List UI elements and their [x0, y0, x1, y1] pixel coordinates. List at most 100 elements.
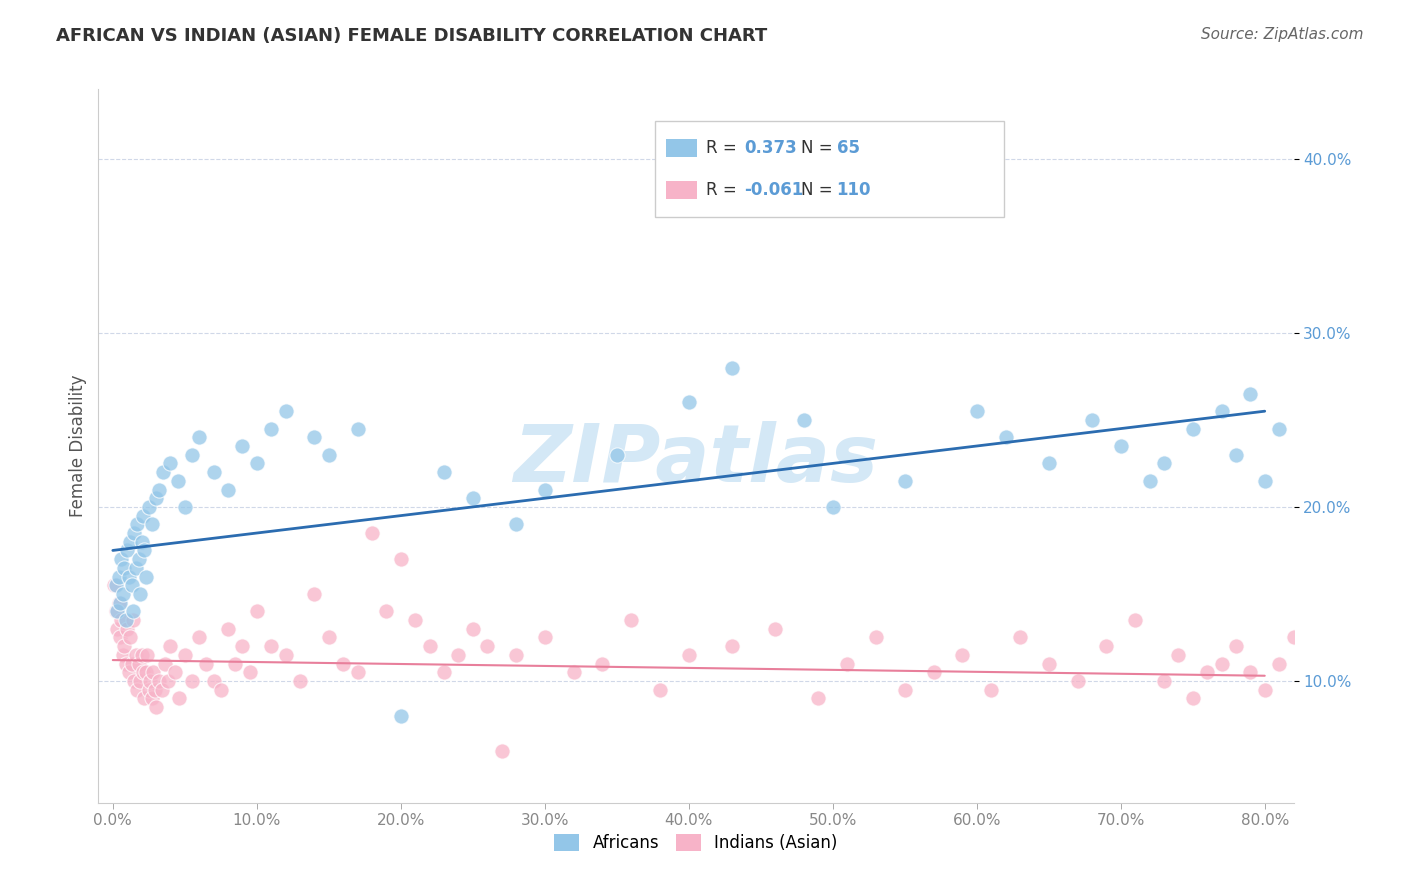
Point	[173, 648, 195, 662]
Point	[260, 639, 283, 653]
Point	[136, 648, 159, 662]
Point	[131, 648, 153, 662]
Point	[124, 526, 146, 541]
Point	[145, 491, 167, 506]
Point	[217, 622, 239, 636]
Point	[893, 474, 915, 488]
Point	[188, 430, 211, 444]
Point	[288, 673, 311, 688]
Point	[1109, 439, 1132, 453]
Point	[135, 665, 157, 680]
Point	[994, 430, 1017, 444]
Point	[491, 743, 513, 757]
Point	[107, 596, 129, 610]
Point	[1268, 657, 1291, 671]
Point	[110, 613, 132, 627]
Point	[274, 648, 297, 662]
Point	[980, 682, 1002, 697]
Point	[122, 604, 145, 618]
Point	[678, 395, 700, 409]
Point	[104, 578, 127, 592]
Point	[108, 596, 131, 610]
Point	[1225, 639, 1247, 653]
Point	[209, 682, 232, 697]
Point	[111, 587, 134, 601]
Point	[148, 673, 170, 688]
Point	[620, 613, 643, 627]
Point	[1081, 413, 1104, 427]
Point	[1326, 682, 1348, 697]
Point	[274, 404, 297, 418]
Point	[181, 673, 204, 688]
Point	[145, 700, 167, 714]
Text: R =: R =	[706, 138, 742, 157]
Point	[131, 534, 153, 549]
Point	[318, 631, 340, 645]
Point	[721, 639, 744, 653]
Point	[246, 457, 269, 471]
Text: AFRICAN VS INDIAN (ASIAN) FEMALE DISABILITY CORRELATION CHART: AFRICAN VS INDIAN (ASIAN) FEMALE DISABIL…	[56, 27, 768, 45]
Y-axis label: Female Disability: Female Disability	[69, 375, 87, 517]
Point	[1153, 673, 1175, 688]
Text: 110: 110	[837, 181, 872, 199]
Point	[120, 631, 142, 645]
Point	[332, 657, 354, 671]
Point	[1254, 474, 1277, 488]
Text: ZIPatlas: ZIPatlas	[513, 421, 879, 500]
Point	[1282, 631, 1305, 645]
Point	[156, 673, 179, 688]
Point	[127, 517, 149, 532]
Point	[807, 691, 830, 706]
Point	[125, 561, 148, 575]
Point	[304, 587, 326, 601]
Point	[304, 430, 326, 444]
Point	[1268, 421, 1291, 435]
Text: N =: N =	[801, 181, 838, 199]
Point	[217, 483, 239, 497]
Point	[389, 708, 412, 723]
Point	[533, 631, 555, 645]
Text: 0.373: 0.373	[744, 138, 797, 157]
Point	[121, 578, 143, 592]
Point	[120, 534, 142, 549]
Point	[950, 648, 973, 662]
Point	[128, 552, 150, 566]
Point	[1095, 639, 1118, 653]
Point	[114, 613, 136, 627]
Point	[922, 665, 945, 680]
Point	[260, 421, 283, 435]
Point	[721, 360, 744, 375]
Point	[1038, 657, 1060, 671]
Point	[346, 421, 368, 435]
Point	[138, 500, 160, 514]
Text: 65: 65	[837, 138, 859, 157]
Point	[139, 673, 162, 688]
Point	[138, 682, 160, 697]
Point	[893, 682, 915, 697]
Legend: Africans, Indians (Asian): Africans, Indians (Asian)	[547, 827, 845, 859]
Point	[461, 491, 484, 506]
Point	[865, 631, 887, 645]
Point	[141, 517, 163, 532]
Point	[115, 622, 138, 636]
Point	[153, 657, 176, 671]
Point	[821, 500, 844, 514]
Point	[1181, 691, 1204, 706]
Point	[1123, 613, 1146, 627]
Point	[361, 526, 384, 541]
Point	[1310, 648, 1333, 662]
Point	[159, 639, 181, 653]
Point	[195, 657, 218, 671]
Point	[966, 404, 988, 418]
Point	[606, 448, 628, 462]
Point	[111, 648, 134, 662]
Point	[124, 673, 146, 688]
Point	[118, 665, 141, 680]
Point	[167, 691, 190, 706]
Point	[163, 665, 186, 680]
Text: Source: ZipAtlas.com: Source: ZipAtlas.com	[1201, 27, 1364, 42]
Point	[112, 639, 135, 653]
Point	[121, 657, 143, 671]
Point	[104, 604, 127, 618]
Point	[793, 413, 815, 427]
